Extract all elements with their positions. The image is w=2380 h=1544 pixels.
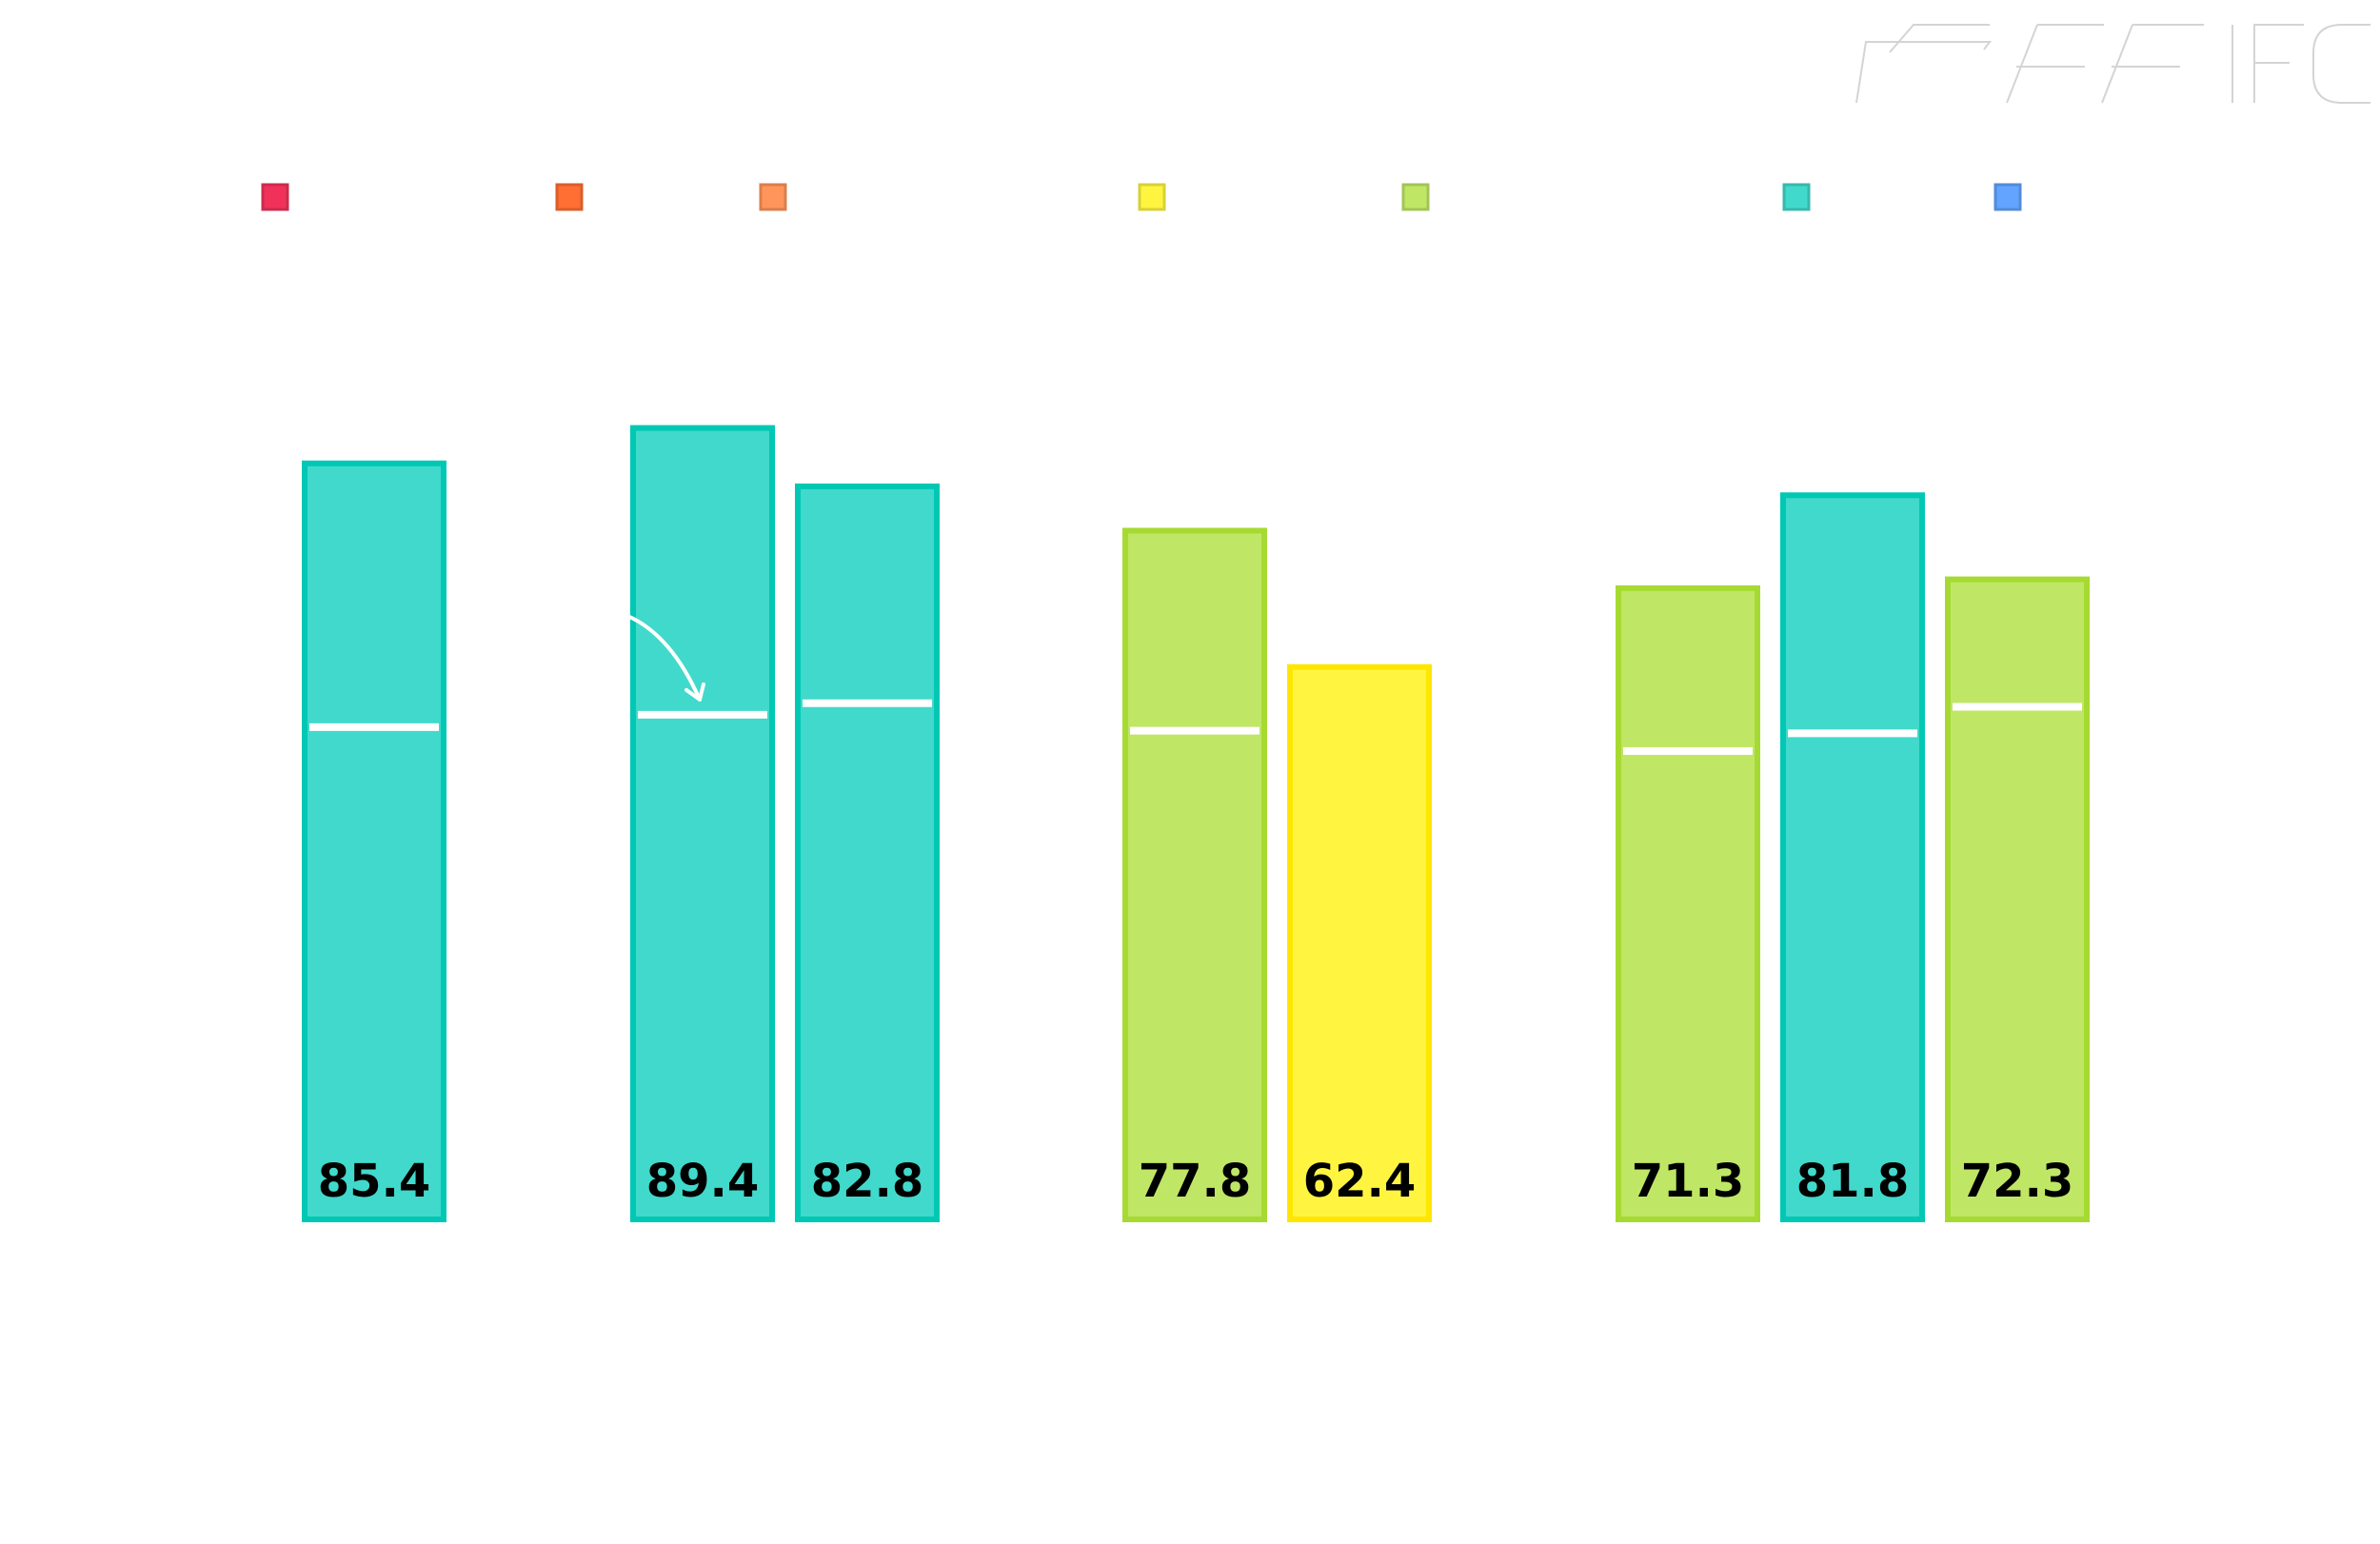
legend-swatch-6	[1782, 183, 1811, 211]
bar-value-label: 62.4	[1303, 1155, 1416, 1208]
legend-swatch-4	[1138, 183, 1166, 211]
bar-value-label: 71.3	[1632, 1155, 1744, 1208]
bar-3-2	[1287, 663, 1432, 1222]
annotation-arrow	[625, 613, 705, 702]
legend	[261, 183, 2022, 211]
bar-1-1	[302, 460, 446, 1222]
bar-value-label: 89.4	[646, 1155, 759, 1208]
legend-swatch-7	[1993, 183, 2022, 211]
annotation-arrow-line	[625, 613, 702, 702]
legend-swatch-3	[759, 183, 787, 211]
bar-value-label: 81.8	[1796, 1155, 1909, 1208]
pff-fc-logo	[1855, 24, 2370, 104]
annotation-arrow-head	[684, 682, 705, 702]
bar-2-1	[630, 425, 775, 1222]
bar-4-2	[1780, 492, 1925, 1222]
bar-value-label: 72.3	[1961, 1155, 2073, 1208]
legend-swatch-5	[1401, 183, 1430, 211]
legend-swatch-2	[555, 183, 584, 211]
bar-value-label: 77.8	[1139, 1155, 1251, 1208]
bar-value-label: 82.8	[811, 1155, 923, 1208]
bar-3-1	[1122, 527, 1267, 1222]
bar-value-label: 85.4	[318, 1155, 430, 1208]
bar-2-2	[795, 483, 940, 1222]
bars: 85.4 89.4 82.8 77.8 62.4 71.3 81.8 72.3	[302, 425, 2090, 1222]
legend-swatch-1	[261, 183, 289, 211]
bar-4-3	[1945, 576, 2090, 1222]
bar-4-1	[1616, 584, 1760, 1222]
